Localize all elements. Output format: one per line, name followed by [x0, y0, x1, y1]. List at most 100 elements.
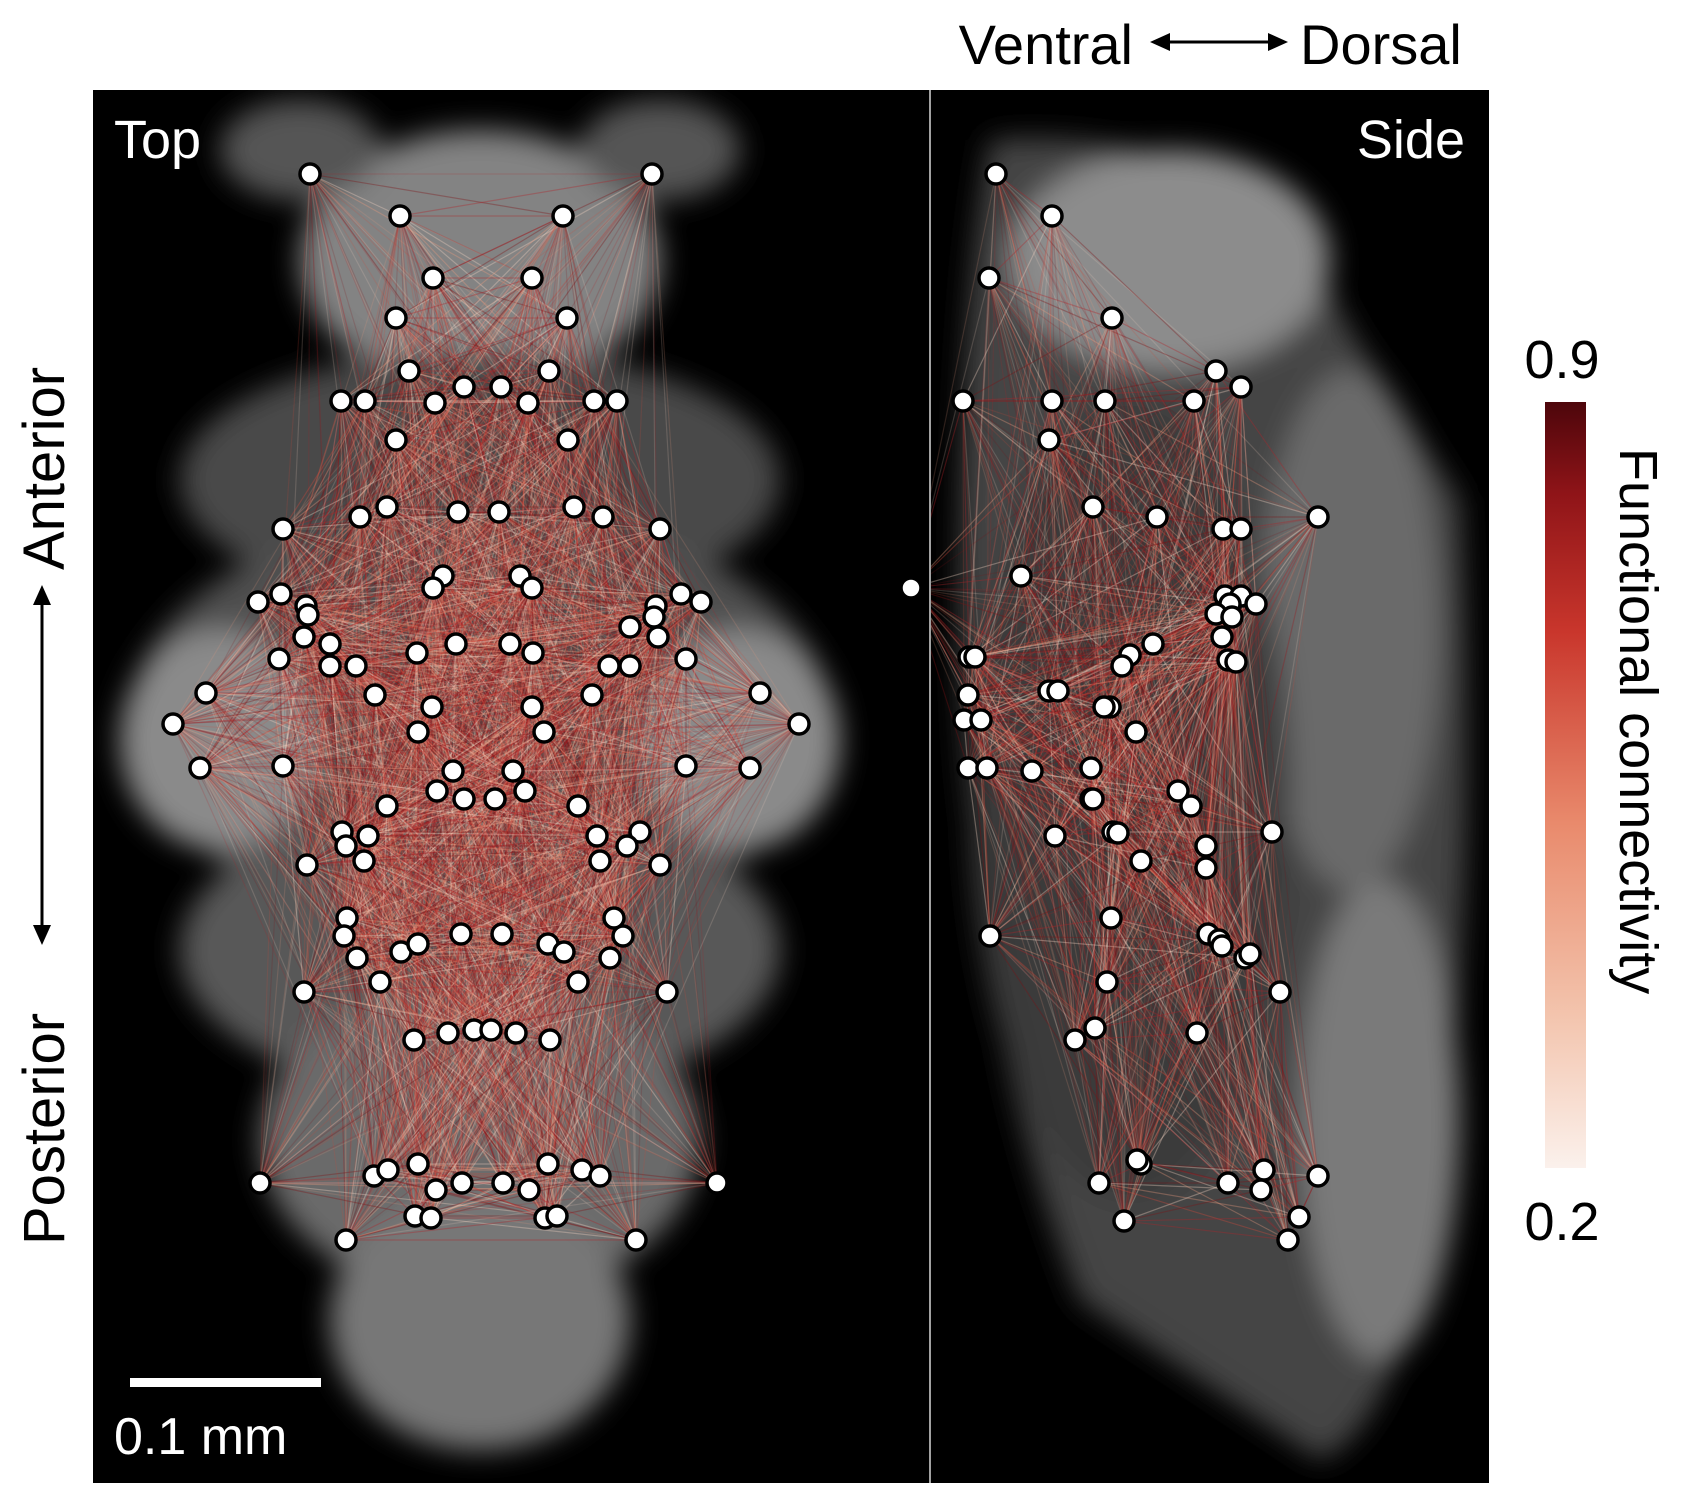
connectivity-edge: [413, 790, 526, 1041]
connectivity-edge: [596, 665, 631, 837]
connectivity-edge: [1135, 731, 1300, 1218]
connectivity-edge: [399, 215, 569, 441]
connectivity-edge: [386, 506, 661, 530]
connectivity-edge: [417, 770, 514, 1165]
connectivity-edge: [494, 511, 500, 800]
connectivity-edge: [1196, 991, 1281, 1034]
connectivity-edge: [602, 516, 624, 937]
connectivity-edge: [1215, 613, 1265, 1171]
connectivity-edge: [379, 439, 397, 983]
connectivity-edge: [596, 765, 687, 837]
connectivity-edge: [303, 614, 309, 993]
connectivity-edge: [547, 805, 579, 945]
connectivity-edge: [282, 439, 397, 767]
connectivity-edge: [303, 370, 550, 638]
connectivity-edge: [303, 601, 702, 638]
connectivity-edge: [931, 589, 1217, 615]
connectivity-edge: [1235, 661, 1265, 1171]
connectivity-edge: [329, 516, 604, 667]
connectivity-edge: [400, 951, 637, 1241]
connectivity-edge: [1123, 1216, 1300, 1222]
connectivity-edge: [1031, 731, 1137, 772]
region-node: [479, 1018, 503, 1042]
connectivity-edge: [364, 400, 601, 862]
connectivity-edge: [205, 692, 565, 953]
connectivity-edge: [519, 575, 579, 807]
connectivity-edge: [461, 860, 601, 1184]
connectivity-edge: [431, 706, 549, 945]
connectivity-edge: [1074, 636, 1223, 1041]
connectivity-edge: [413, 1039, 718, 1184]
connectivity-edge: [1048, 439, 1231, 605]
connectivity-edge: [593, 400, 761, 694]
connectivity-edge: [367, 835, 419, 1165]
connectivity-edge: [447, 516, 604, 1034]
connectivity-edge: [205, 593, 282, 694]
connectivity-edge: [282, 765, 415, 1041]
connectivity-edge: [417, 511, 500, 945]
connectivity-edge: [543, 731, 558, 1217]
connectivity-edge: [1177, 528, 1224, 792]
connectivity-edge: [1020, 575, 1192, 807]
region-node: [642, 605, 666, 629]
connectivity-edge: [1092, 528, 1242, 800]
connectivity-edge: [967, 528, 1224, 769]
connectivity-edge: [205, 692, 583, 1171]
connectivity-edge: [968, 656, 1207, 847]
connectivity-edge: [547, 400, 618, 945]
connectivity-edge: [309, 173, 655, 618]
connectivity-edge: [515, 790, 526, 1034]
connectivity-edge: [305, 511, 459, 607]
connectivity-edge: [395, 173, 653, 319]
connectivity-edge: [599, 626, 631, 1177]
connectivity-edge: [199, 593, 282, 769]
connectivity-edge: [968, 654, 1131, 658]
connectivity-edge: [547, 767, 751, 945]
connectivity-edge: [1057, 690, 1251, 955]
connectivity-edge: [345, 845, 517, 1034]
connectivity-edge: [282, 528, 624, 937]
connectivity-edge: [359, 277, 434, 518]
connectivity-edge: [373, 731, 545, 1177]
connectivity-edge: [509, 643, 517, 1034]
connectivity-edge: [1103, 706, 1209, 935]
connectivity-edge: [1090, 798, 1125, 1222]
connectivity-edge: [343, 935, 416, 1217]
connectivity-edge: [547, 1163, 637, 1241]
connectivity-edge: [498, 215, 564, 513]
connectivity-edge: [417, 1032, 517, 1165]
connectivity-edge: [345, 845, 549, 1165]
connectivity-edge: [435, 1182, 718, 1191]
connectivity-edge: [1205, 845, 1281, 993]
connectivity-edge: [305, 317, 568, 607]
connectivity-edge: [305, 601, 702, 607]
connectivity-edge: [524, 652, 534, 792]
connectivity-edge: [329, 643, 348, 919]
connectivity-edge: [329, 665, 549, 945]
connectivity-edge: [355, 665, 800, 725]
connectivity-edge: [399, 215, 618, 402]
connectivity-edge: [457, 386, 502, 513]
connectivity-edge: [379, 981, 389, 1171]
connectivity-edge: [329, 402, 436, 667]
connectivity-edge: [500, 386, 569, 441]
region-node: [951, 389, 975, 413]
connectivity-edge: [306, 864, 579, 983]
connectivity-edge: [205, 692, 432, 1219]
connectivity-edge: [512, 767, 751, 772]
connectivity-edge: [1229, 603, 1273, 833]
connectivity-edge: [395, 439, 511, 645]
connectivity-edge: [531, 587, 593, 696]
connectivity-edge: [599, 864, 661, 1177]
connectivity-edge: [1048, 661, 1237, 692]
connectivity-edge: [341, 400, 366, 833]
connectivity-edge: [986, 767, 1119, 834]
connectivity-edge: [457, 511, 521, 577]
connectivity-edge: [395, 317, 702, 603]
connectivity-edge: [329, 605, 657, 645]
connectivity-edge: [355, 511, 459, 667]
connectivity-edge: [1106, 945, 1223, 983]
connectivity-edge: [259, 835, 598, 1184]
connectivity-edge: [963, 719, 1056, 837]
connectivity-edge: [329, 400, 595, 667]
